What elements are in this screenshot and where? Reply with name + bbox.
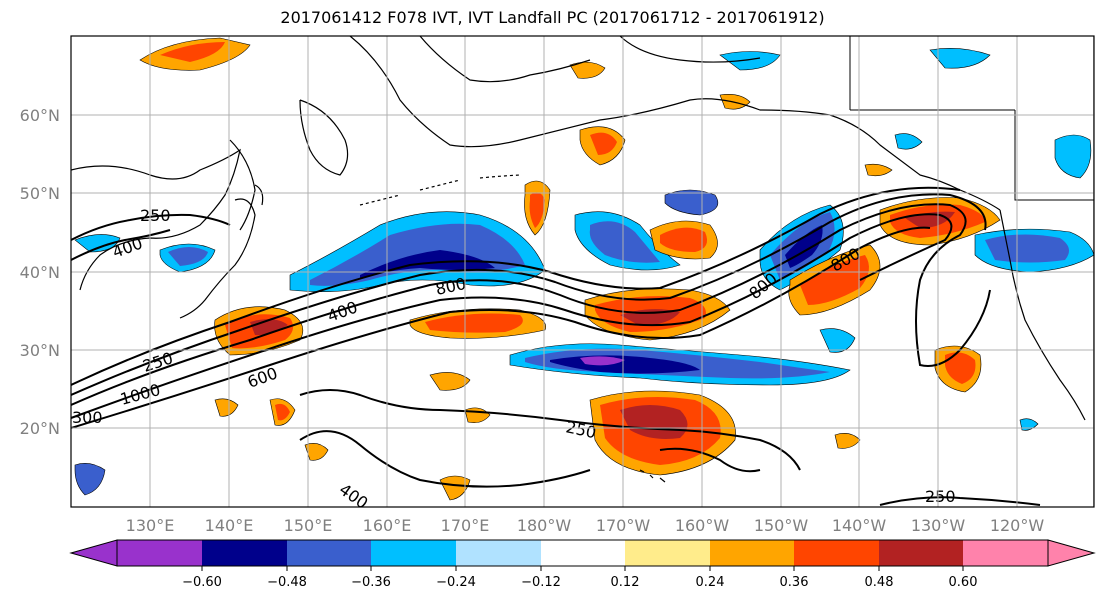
colorbar: −0.60 −0.48 −0.36 −0.24 −0.12 0.12 0.24 … — [69, 539, 1096, 590]
lon-tick-label: 130°E — [126, 516, 175, 535]
lon-tick-label: 120°W — [990, 516, 1045, 535]
colorbar-segment — [202, 540, 287, 566]
contour-label: 300 — [72, 408, 103, 427]
coastlines — [71, 36, 1094, 507]
lon-tick-label: 170°W — [596, 516, 651, 535]
colorbar-tick-label: −0.60 — [182, 575, 222, 590]
lon-tick-labels: 130°E 140°E 150°E 160°E 170°E 180°W 170°… — [126, 516, 1045, 535]
colorbar-tick-label: −0.36 — [351, 575, 391, 590]
colorbar-segment — [371, 540, 456, 566]
colorbar-tick-label: 0.12 — [611, 575, 640, 590]
colorbar-segment — [710, 540, 794, 566]
lat-tick-label: 20°N — [20, 419, 60, 438]
anomaly-shading — [74, 37, 1094, 501]
colorbar-segment — [794, 540, 879, 566]
gridlines — [71, 36, 1094, 507]
lon-tick-label: 140°E — [205, 516, 254, 535]
lat-tick-label: 30°N — [20, 341, 60, 360]
colorbar-tick-label: 0.36 — [780, 575, 809, 590]
colorbar-tick-label: 0.24 — [696, 575, 725, 590]
colorbar-ticks — [201, 566, 964, 571]
contour-label: 250 — [925, 487, 956, 506]
colorbar-tick-label: 0.60 — [949, 575, 978, 590]
map-area: 250 400 250 1000 600 400 800 800 800 250… — [71, 36, 1094, 507]
lon-tick-label: 160°E — [363, 516, 412, 535]
lon-tick-label: 130°W — [911, 516, 966, 535]
colorbar-segment — [541, 540, 625, 566]
lat-tick-label: 50°N — [20, 184, 60, 203]
colorbar-segment — [117, 540, 202, 566]
colorbar-tick-label: −0.48 — [267, 575, 307, 590]
lon-tick-label: 170°E — [441, 516, 490, 535]
colorbar-segment — [963, 540, 1048, 566]
lat-tick-labels: 60°N 50°N 40°N 30°N 20°N — [20, 106, 60, 438]
map-title: 2017061412 F078 IVT, IVT Landfall PC (20… — [280, 8, 825, 27]
lon-tick-label: 140°W — [832, 516, 887, 535]
colorbar-segment — [287, 540, 371, 566]
lon-tick-label: 150°W — [754, 516, 809, 535]
colorbar-segment — [456, 540, 541, 566]
lat-tick-label: 60°N — [20, 106, 60, 125]
colorbar-frame — [116, 539, 1049, 567]
lon-tick-label: 150°E — [284, 516, 333, 535]
lat-tick-label: 40°N — [20, 263, 60, 282]
colorbar-extend-low — [69, 539, 118, 567]
colorbar-segment — [879, 540, 963, 566]
colorbar-tick-label: 0.48 — [865, 575, 894, 590]
colorbar-segment — [625, 540, 710, 566]
map-frame — [70, 35, 1095, 508]
lon-tick-label: 160°W — [675, 516, 730, 535]
colorbar-tick-label: −0.12 — [521, 575, 561, 590]
colorbar-extend-high — [1047, 539, 1096, 567]
contour-label: 250 — [140, 206, 171, 225]
colorbar-tick-label: −0.24 — [436, 575, 476, 590]
lon-tick-label: 180°W — [517, 516, 572, 535]
